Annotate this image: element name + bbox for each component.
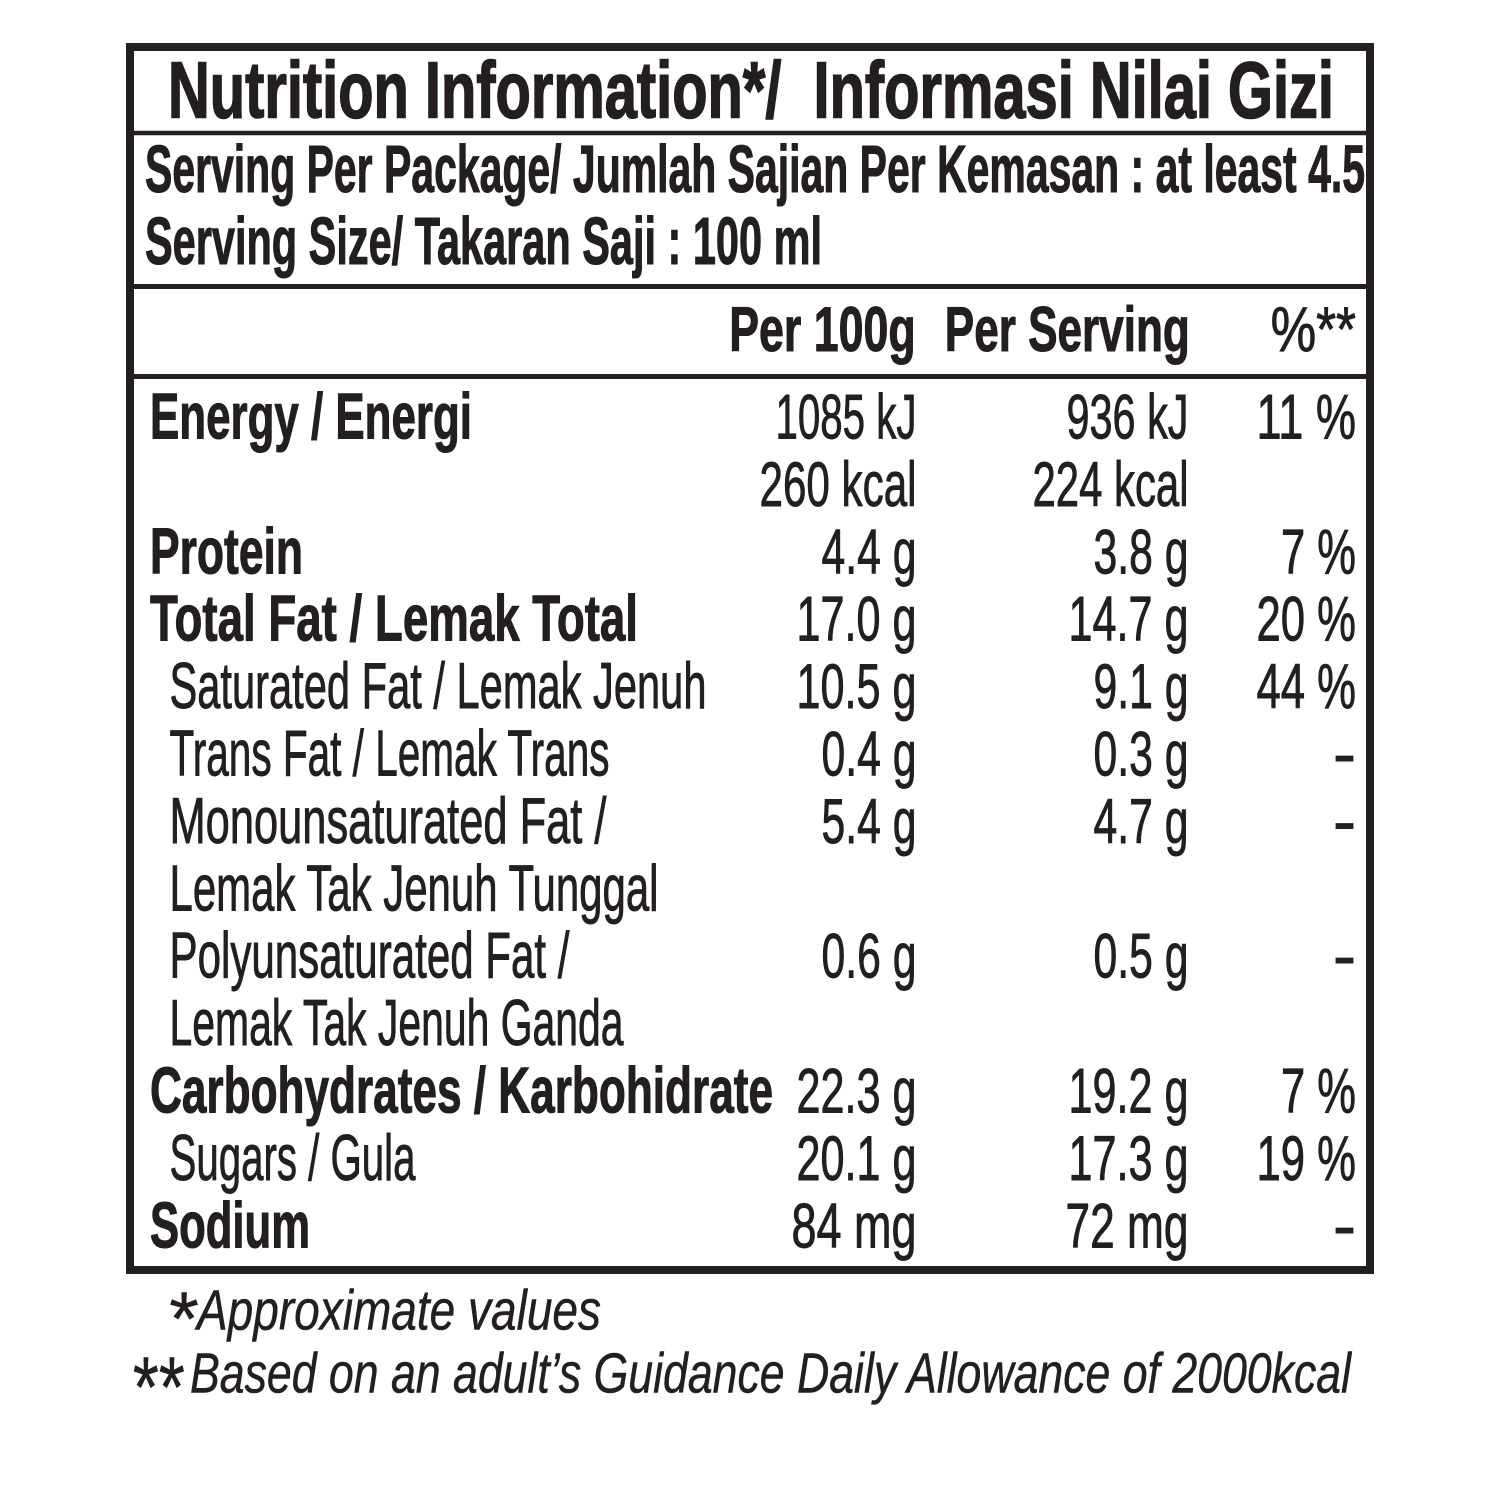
svg-text:Serving Per Package/ Jumlah Sa: Serving Per Package/ Jumlah Sajian Per K… <box>145 133 1365 207</box>
svg-text:Sugars / Gula: Sugars / Gula <box>170 1121 417 1194</box>
svg-text:0.3 g: 0.3 g <box>1094 720 1189 790</box>
svg-text:9.1 g: 9.1 g <box>1094 652 1189 722</box>
svg-text:Lemak Tak Jenuh Ganda: Lemak Tak Jenuh Ganda <box>170 986 625 1059</box>
svg-text:Approximate values: Approximate values <box>195 1279 601 1342</box>
svg-text:224 kcal: 224 kcal <box>1033 450 1189 520</box>
svg-text:Lemak Tak Jenuh Tunggal: Lemak Tak Jenuh Tunggal <box>170 851 659 924</box>
svg-text:0.4 g: 0.4 g <box>822 720 917 790</box>
svg-text:5.4 g: 5.4 g <box>822 787 917 857</box>
svg-text:72 mg: 72 mg <box>1066 1191 1189 1261</box>
svg-text:17.0 g: 17.0 g <box>797 585 917 655</box>
svg-text:20 %: 20 % <box>1257 585 1357 655</box>
svg-text:-: - <box>1333 1191 1356 1261</box>
svg-text:Per 100g: Per 100g <box>729 295 916 365</box>
svg-text:4.4 g: 4.4 g <box>822 517 917 587</box>
svg-text:Carbohydrates / Karbohidrate: Carbohydrates / Karbohidrate <box>150 1054 773 1127</box>
svg-text:10.5 g: 10.5 g <box>797 652 917 722</box>
svg-text:11 %: 11 % <box>1257 383 1357 453</box>
svg-text:20.1 g: 20.1 g <box>797 1124 917 1194</box>
svg-text:Sodium: Sodium <box>150 1188 310 1261</box>
svg-text:1085 kJ: 1085 kJ <box>776 383 917 453</box>
svg-text:3.8 g: 3.8 g <box>1094 517 1189 587</box>
svg-text:%**: %** <box>1271 295 1356 365</box>
svg-text:14.7 g: 14.7 g <box>1069 585 1189 655</box>
svg-text:Protein: Protein <box>150 514 303 587</box>
svg-text:Nutrition Information*/ Infor: Nutrition Information*/ Informasi Nilai … <box>168 46 1334 135</box>
svg-text:Polyunsaturated Fat /: Polyunsaturated Fat / <box>170 919 571 992</box>
svg-text:22.3 g: 22.3 g <box>797 1057 917 1127</box>
svg-text:260 kcal: 260 kcal <box>760 450 917 520</box>
svg-text:Based on an adult’s Guidance D: Based on an adult’s Guidance Daily Allow… <box>190 1342 1352 1405</box>
svg-text:-: - <box>1333 922 1356 992</box>
svg-text:Saturated Fat / Lemak Jenuh: Saturated Fat / Lemak Jenuh <box>170 649 707 722</box>
svg-text:7 %: 7 % <box>1281 517 1356 587</box>
svg-text:0.6 g: 0.6 g <box>822 922 917 992</box>
svg-text:-: - <box>1333 787 1356 857</box>
svg-text:Serving Size/ Takaran Saji : 1: Serving Size/ Takaran Saji : 100 ml <box>145 205 822 279</box>
svg-text:Trans Fat / Lemak Trans: Trans Fat / Lemak Trans <box>170 717 610 790</box>
svg-text:Total Fat / Lemak Total: Total Fat / Lemak Total <box>150 582 638 655</box>
svg-text:84 mg: 84 mg <box>792 1191 917 1261</box>
svg-text:7 %: 7 % <box>1281 1057 1356 1127</box>
svg-text:936 kJ: 936 kJ <box>1067 383 1189 453</box>
svg-text:0.5 g: 0.5 g <box>1094 922 1189 992</box>
svg-text:**: ** <box>130 1340 184 1436</box>
svg-text:4.7 g: 4.7 g <box>1094 787 1189 857</box>
svg-text:*: * <box>166 1277 198 1362</box>
svg-text:44 %: 44 % <box>1257 652 1357 722</box>
svg-text:19 %: 19 % <box>1257 1124 1357 1194</box>
svg-text:-: - <box>1333 720 1356 790</box>
svg-text:Energy / Energi: Energy / Energi <box>150 380 472 453</box>
svg-text:Monounsaturated Fat /: Monounsaturated Fat / <box>170 784 608 857</box>
svg-text:Per Serving: Per Serving <box>945 295 1190 365</box>
svg-text:19.2 g: 19.2 g <box>1069 1057 1189 1127</box>
svg-text:17.3 g: 17.3 g <box>1069 1124 1189 1194</box>
